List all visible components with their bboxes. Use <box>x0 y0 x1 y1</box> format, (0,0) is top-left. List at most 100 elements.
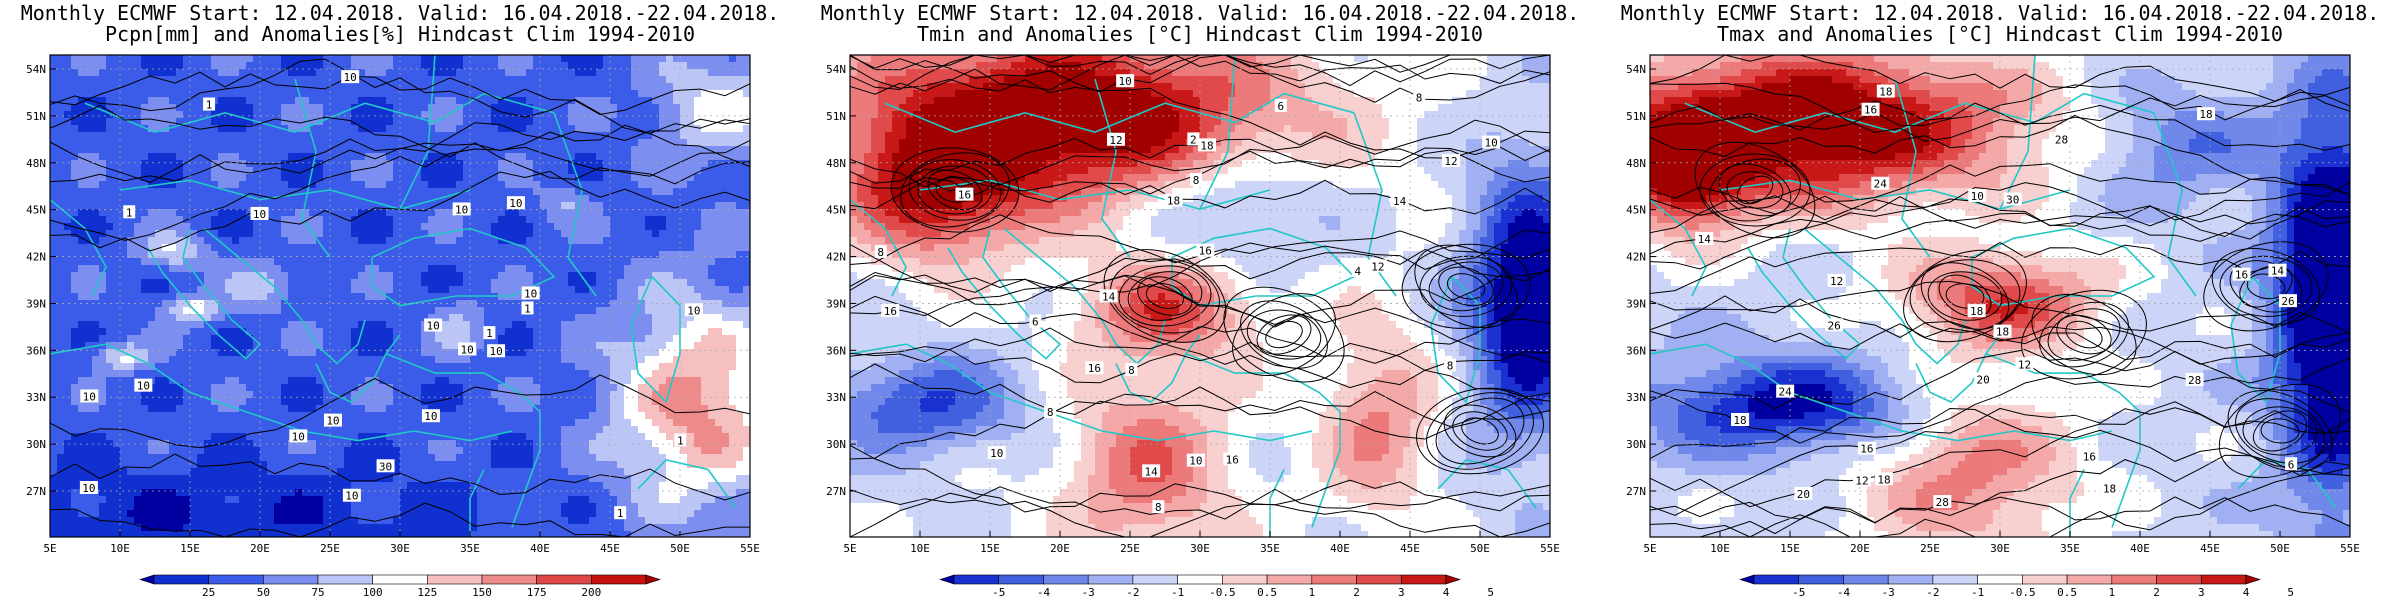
contour-label: 12 <box>1855 475 1868 488</box>
contour-label: 6 <box>2288 458 2295 471</box>
contour-label: 12 <box>1371 260 1384 273</box>
contour-label: 8 <box>1193 174 1200 187</box>
colorbar-label: 4 <box>2243 586 2250 599</box>
colorbar-swatch <box>1311 574 1357 585</box>
contour-label: 10 <box>424 410 437 423</box>
contour-label-box <box>323 413 342 427</box>
contour-label-box <box>1825 318 1844 332</box>
contour-label-box <box>1857 441 1876 455</box>
colorbar-swatch <box>1222 574 1268 585</box>
lat-tick-label: 42N <box>26 251 46 264</box>
contour-label-box <box>1099 289 1118 303</box>
tmin-panel: Monthly ECMWF Start: 12.04.2018. Valid: … <box>800 0 1600 600</box>
contour-label: 10 <box>345 490 358 503</box>
contour-label: 18 <box>1167 195 1180 208</box>
colorbar-label: 0.5 <box>1257 586 1277 599</box>
tmax-title-line1: Monthly ECMWF Start: 12.04.2018. Valid: … <box>1600 2 2400 24</box>
contour-label: 18 <box>1877 473 1890 486</box>
contour-label-box <box>80 389 99 403</box>
colorbar-label: 3 <box>1398 586 1405 599</box>
colorbar-swatch <box>1932 574 1978 585</box>
lat-tick-label: 42N <box>1626 251 1646 264</box>
colorbar-label: -4 <box>1837 586 1851 599</box>
contour-label: 1 <box>206 99 213 112</box>
colorbar-label: 1 <box>2109 586 2116 599</box>
colorbar-swatch <box>1400 574 1447 585</box>
contour-label-box <box>1861 102 1880 116</box>
contour-label-box <box>250 206 269 220</box>
contour-label-box <box>1794 486 1813 500</box>
lon-tick-label: 55E <box>2340 542 2360 555</box>
contour-label-box <box>1198 138 1217 152</box>
contour-label: 30 <box>2006 194 2019 207</box>
lon-tick-label: 5E <box>1643 542 1656 555</box>
colorbar-label: 50 <box>257 586 270 599</box>
contour-label: 28 <box>2055 134 2068 147</box>
contour-label: 26 <box>1827 319 1840 332</box>
contour-label-box <box>134 378 153 392</box>
contour-label: 8 <box>1047 406 1054 419</box>
lat-tick-label: 30N <box>26 438 46 451</box>
lon-tick-label: 10E <box>910 542 930 555</box>
contour-label: 16 <box>1864 104 1877 117</box>
contour-label: 10 <box>426 320 439 333</box>
contour-label-box <box>1196 243 1215 257</box>
contour-label: 16 <box>1226 453 1239 466</box>
contour-labels: 8 10 10 8 8 2 8 6 8 12 14 10 12 8 16 16 14 12 16 18 14 16 18 16… <box>874 74 1501 514</box>
contour-label-box <box>1482 135 1501 149</box>
contour-label-box <box>1871 176 1890 190</box>
contour-label: 24 <box>1779 386 1793 399</box>
contour-label-box <box>1695 232 1714 246</box>
lon-tick-label: 25E <box>1920 542 1940 555</box>
contour-label-box <box>2232 267 2251 281</box>
graticule <box>1650 55 2350 537</box>
contour-label: 10 <box>687 304 700 317</box>
colorbar-label: 150 <box>472 586 492 599</box>
contour-label-box <box>1776 384 1795 398</box>
contour-label: 8 <box>1128 364 1135 377</box>
contour-label: 18 <box>1879 86 1892 99</box>
contour-label: 20 <box>1977 373 1990 386</box>
tmin-title-line1: Monthly ECMWF Start: 12.04.2018. Valid: … <box>800 2 1600 24</box>
colorbar-swatch <box>953 574 1000 585</box>
colorbar-label: 75 <box>311 586 324 599</box>
contour-label-box <box>1390 193 1409 207</box>
colorbar-label: -0.5 <box>2009 586 2036 599</box>
contour-label-box <box>1852 473 1871 487</box>
contour-label-box <box>684 303 703 317</box>
contour-label-box <box>1125 362 1138 376</box>
lat-tick-label: 54N <box>26 63 46 76</box>
contour-label: 16 <box>884 305 897 318</box>
contour-label: 16 <box>1088 362 1101 375</box>
contour-label: 28 <box>2188 374 2201 387</box>
contour-label-box <box>1106 132 1125 146</box>
contour-label: 28 <box>1936 496 1949 509</box>
colorbar-label: -4 <box>1037 586 1051 599</box>
lat-tick-label: 51N <box>26 110 46 123</box>
contour-label: 10 <box>253 208 266 221</box>
lat-tick-label: 39N <box>826 297 846 310</box>
lon-tick-label: 50E <box>670 542 690 555</box>
colorbar-label: 125 <box>417 586 437 599</box>
contour-label-box <box>614 506 627 520</box>
contour-label: 1 <box>486 327 493 340</box>
contour-label-box <box>1190 172 1203 186</box>
contour-label: 2 <box>1190 133 1197 146</box>
precip-panel: Monthly ECMWF Start: 12.04.2018. Valid: … <box>0 0 800 600</box>
contour-label: 30 <box>379 460 392 473</box>
colorbar-max-arrow <box>2245 574 2261 585</box>
lon-tick-label: 40E <box>530 542 550 555</box>
contour-label: 14 <box>1145 465 1159 478</box>
contour-label-box <box>2015 357 2034 371</box>
colorbar-min-arrow <box>939 574 955 585</box>
contour-label-box <box>881 303 900 317</box>
contour-label: 8 <box>1416 91 1423 104</box>
lon-tick-label: 30E <box>1990 542 2010 555</box>
lat-axis: 54N 51N 48N 45N 42N 39N 36N 33N 30N 27N <box>26 63 56 498</box>
contour-label: 10 <box>1971 190 1984 203</box>
lon-axis: 5E 10E 15E 20E 25E 30E 35E 40E 45E 50E 55E <box>43 531 760 555</box>
colorbar-label: 3 <box>2198 586 2205 599</box>
contour-label-box <box>1933 495 1952 509</box>
lat-tick-label: 33N <box>26 391 46 404</box>
